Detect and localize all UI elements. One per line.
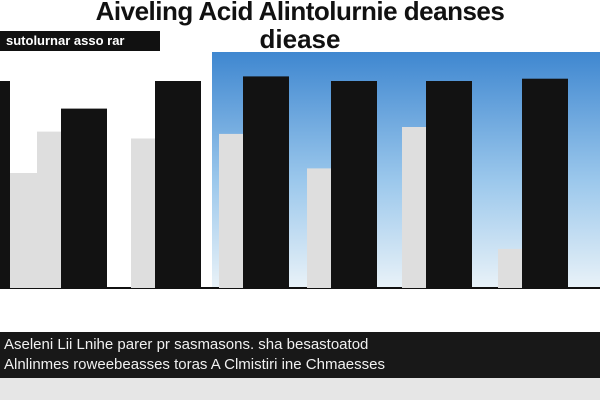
chart-tag-label: sutolurnar asso rar bbox=[0, 31, 160, 51]
bar-series-1-2 bbox=[155, 81, 201, 288]
caption-line-1: Aseleni Lii Lnihe parer pr sasmasons. sh… bbox=[4, 336, 369, 353]
bar-series-1-1 bbox=[61, 108, 107, 288]
chart-title-line-2: diease bbox=[259, 24, 341, 54]
bar-series-1-6 bbox=[522, 78, 568, 288]
bar-series-1-3 bbox=[243, 76, 289, 289]
bar-series-1-5 bbox=[426, 81, 472, 288]
chart-title-line-1: Aiveling Acid Alintolurnie deanses bbox=[95, 0, 505, 26]
bar-series-2-0 bbox=[8, 173, 42, 288]
bar-series-1-4 bbox=[331, 81, 377, 288]
bar-series-1-0 bbox=[0, 81, 10, 288]
bottom-decorative-strip bbox=[0, 378, 600, 400]
bar-chart: 0629665296952800248002209/6~28018 bbox=[0, 52, 600, 289]
caption-line-2: Alnlinmes roweebeasses toras A Clmistiri… bbox=[4, 356, 385, 373]
caption-box: Aseleni Lii Lnihe parer pr sasmasons. sh… bbox=[0, 332, 600, 378]
